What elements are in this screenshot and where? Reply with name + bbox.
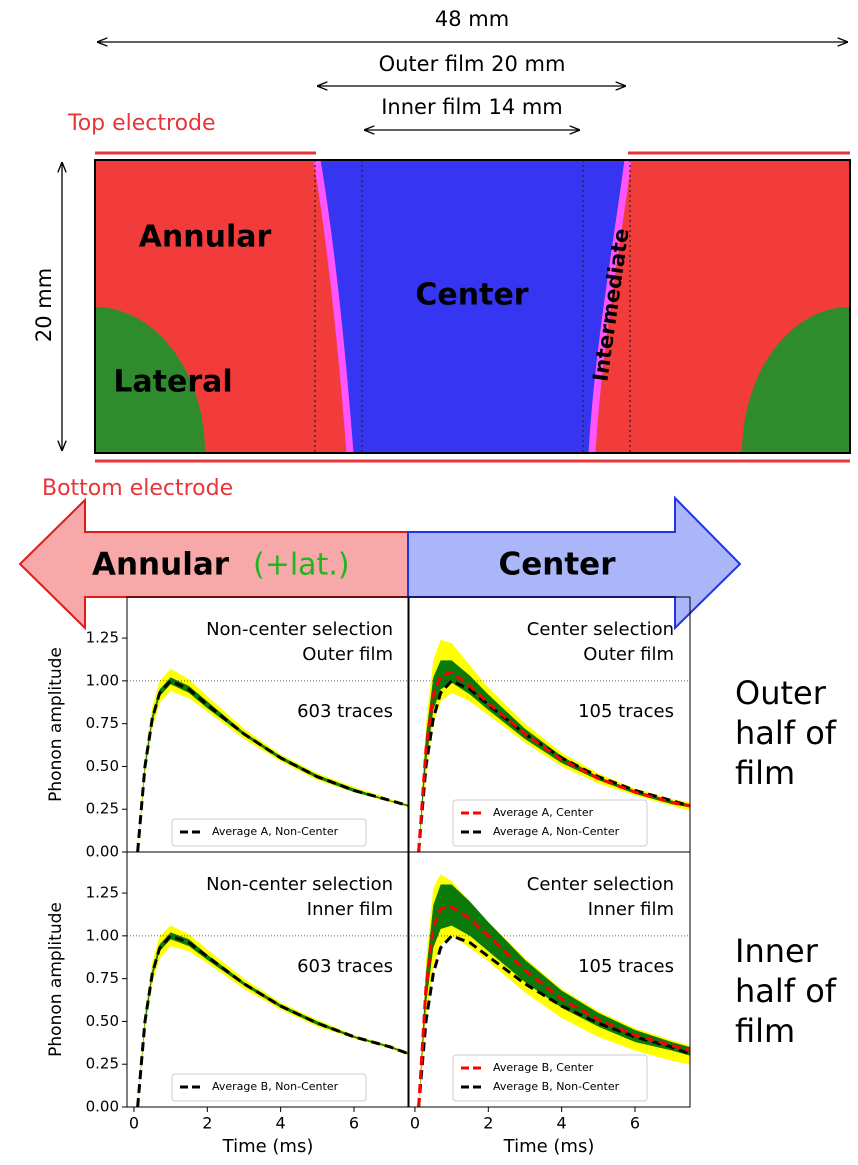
y-tick-label: 1.25 [86, 629, 119, 647]
side-label: Outer [735, 674, 827, 712]
legend-label: Average B, Non-Center [493, 1080, 620, 1093]
annotation: Outer film [302, 644, 393, 665]
figure: 48 mm Outer film 20 mm Inner film 14 mm … [0, 0, 858, 1165]
x-tick-label: 6 [630, 1114, 640, 1133]
y-tick-label: 0.50 [86, 757, 119, 775]
x-tick-label: 0 [410, 1114, 420, 1133]
y-tick-label: 0.25 [86, 800, 119, 818]
side-label: film [735, 1012, 795, 1050]
y-tick-label: 0.50 [86, 1012, 119, 1030]
region-label: Lateral [113, 365, 232, 400]
annotation: Center selection [527, 619, 674, 640]
annotation: 603 traces [297, 956, 393, 977]
arrow-label: (+lat.) [253, 548, 350, 583]
x-tick-label: 6 [349, 1114, 359, 1133]
annotation: Inner film [307, 899, 393, 920]
x-tick-label: 0 [129, 1114, 139, 1133]
x-axis-label: Time (ms) [222, 1136, 314, 1157]
y-tick-label: 1.25 [86, 884, 119, 902]
y-tick-label: 0.75 [86, 714, 119, 732]
side-label: film [735, 754, 795, 792]
annotation: Non-center selection [206, 874, 393, 895]
y-tick-label: 0.25 [86, 1055, 119, 1073]
side-label: half of [735, 714, 837, 752]
y-tick-label: 1.00 [86, 671, 119, 689]
legend-label: Average A, Non-Center [493, 825, 620, 838]
y-tick-label: 0.75 [86, 969, 119, 987]
dimension-label: Inner film 14 mm [381, 95, 563, 119]
dimension-label: 20 mm [32, 268, 56, 342]
x-tick-label: 4 [557, 1114, 567, 1133]
x-tick-label: 2 [483, 1114, 493, 1133]
y-tick-label: 1.00 [86, 926, 119, 944]
y-axis-label: Phonon amplitude [46, 647, 66, 802]
dimension-label: Outer film 20 mm [379, 52, 566, 76]
annotation: 603 traces [297, 701, 393, 722]
electrode-label: Top electrode [67, 111, 216, 136]
y-tick-label: 0.00 [86, 1098, 119, 1116]
arrow-label: Annular [92, 547, 230, 583]
annotation: Inner film [588, 899, 674, 920]
region-label: Annular [139, 220, 272, 255]
side-label: half of [735, 972, 837, 1010]
x-tick-label: 2 [202, 1114, 212, 1133]
annotation: 105 traces [578, 701, 674, 722]
legend-label: Average A, Non-Center [212, 825, 339, 838]
annotation: 105 traces [578, 956, 674, 977]
annotation: Non-center selection [206, 619, 393, 640]
x-axis-label: Time (ms) [503, 1136, 595, 1157]
legend-label: Average B, Non-Center [212, 1080, 339, 1093]
arrow-label: Center [499, 547, 617, 583]
legend-label: Average B, Center [493, 1061, 594, 1074]
electrode-label: Bottom electrode [42, 476, 233, 501]
side-label: Inner [735, 932, 819, 970]
legend-label: Average A, Center [493, 806, 594, 819]
y-tick-label: 0.00 [86, 843, 119, 861]
dimension-label: 48 mm [435, 7, 509, 31]
annotation: Center selection [527, 874, 674, 895]
region-label: Center [415, 278, 528, 313]
y-axis-label: Phonon amplitude [46, 902, 66, 1057]
x-tick-label: 4 [276, 1114, 286, 1133]
annotation: Outer film [583, 644, 674, 665]
